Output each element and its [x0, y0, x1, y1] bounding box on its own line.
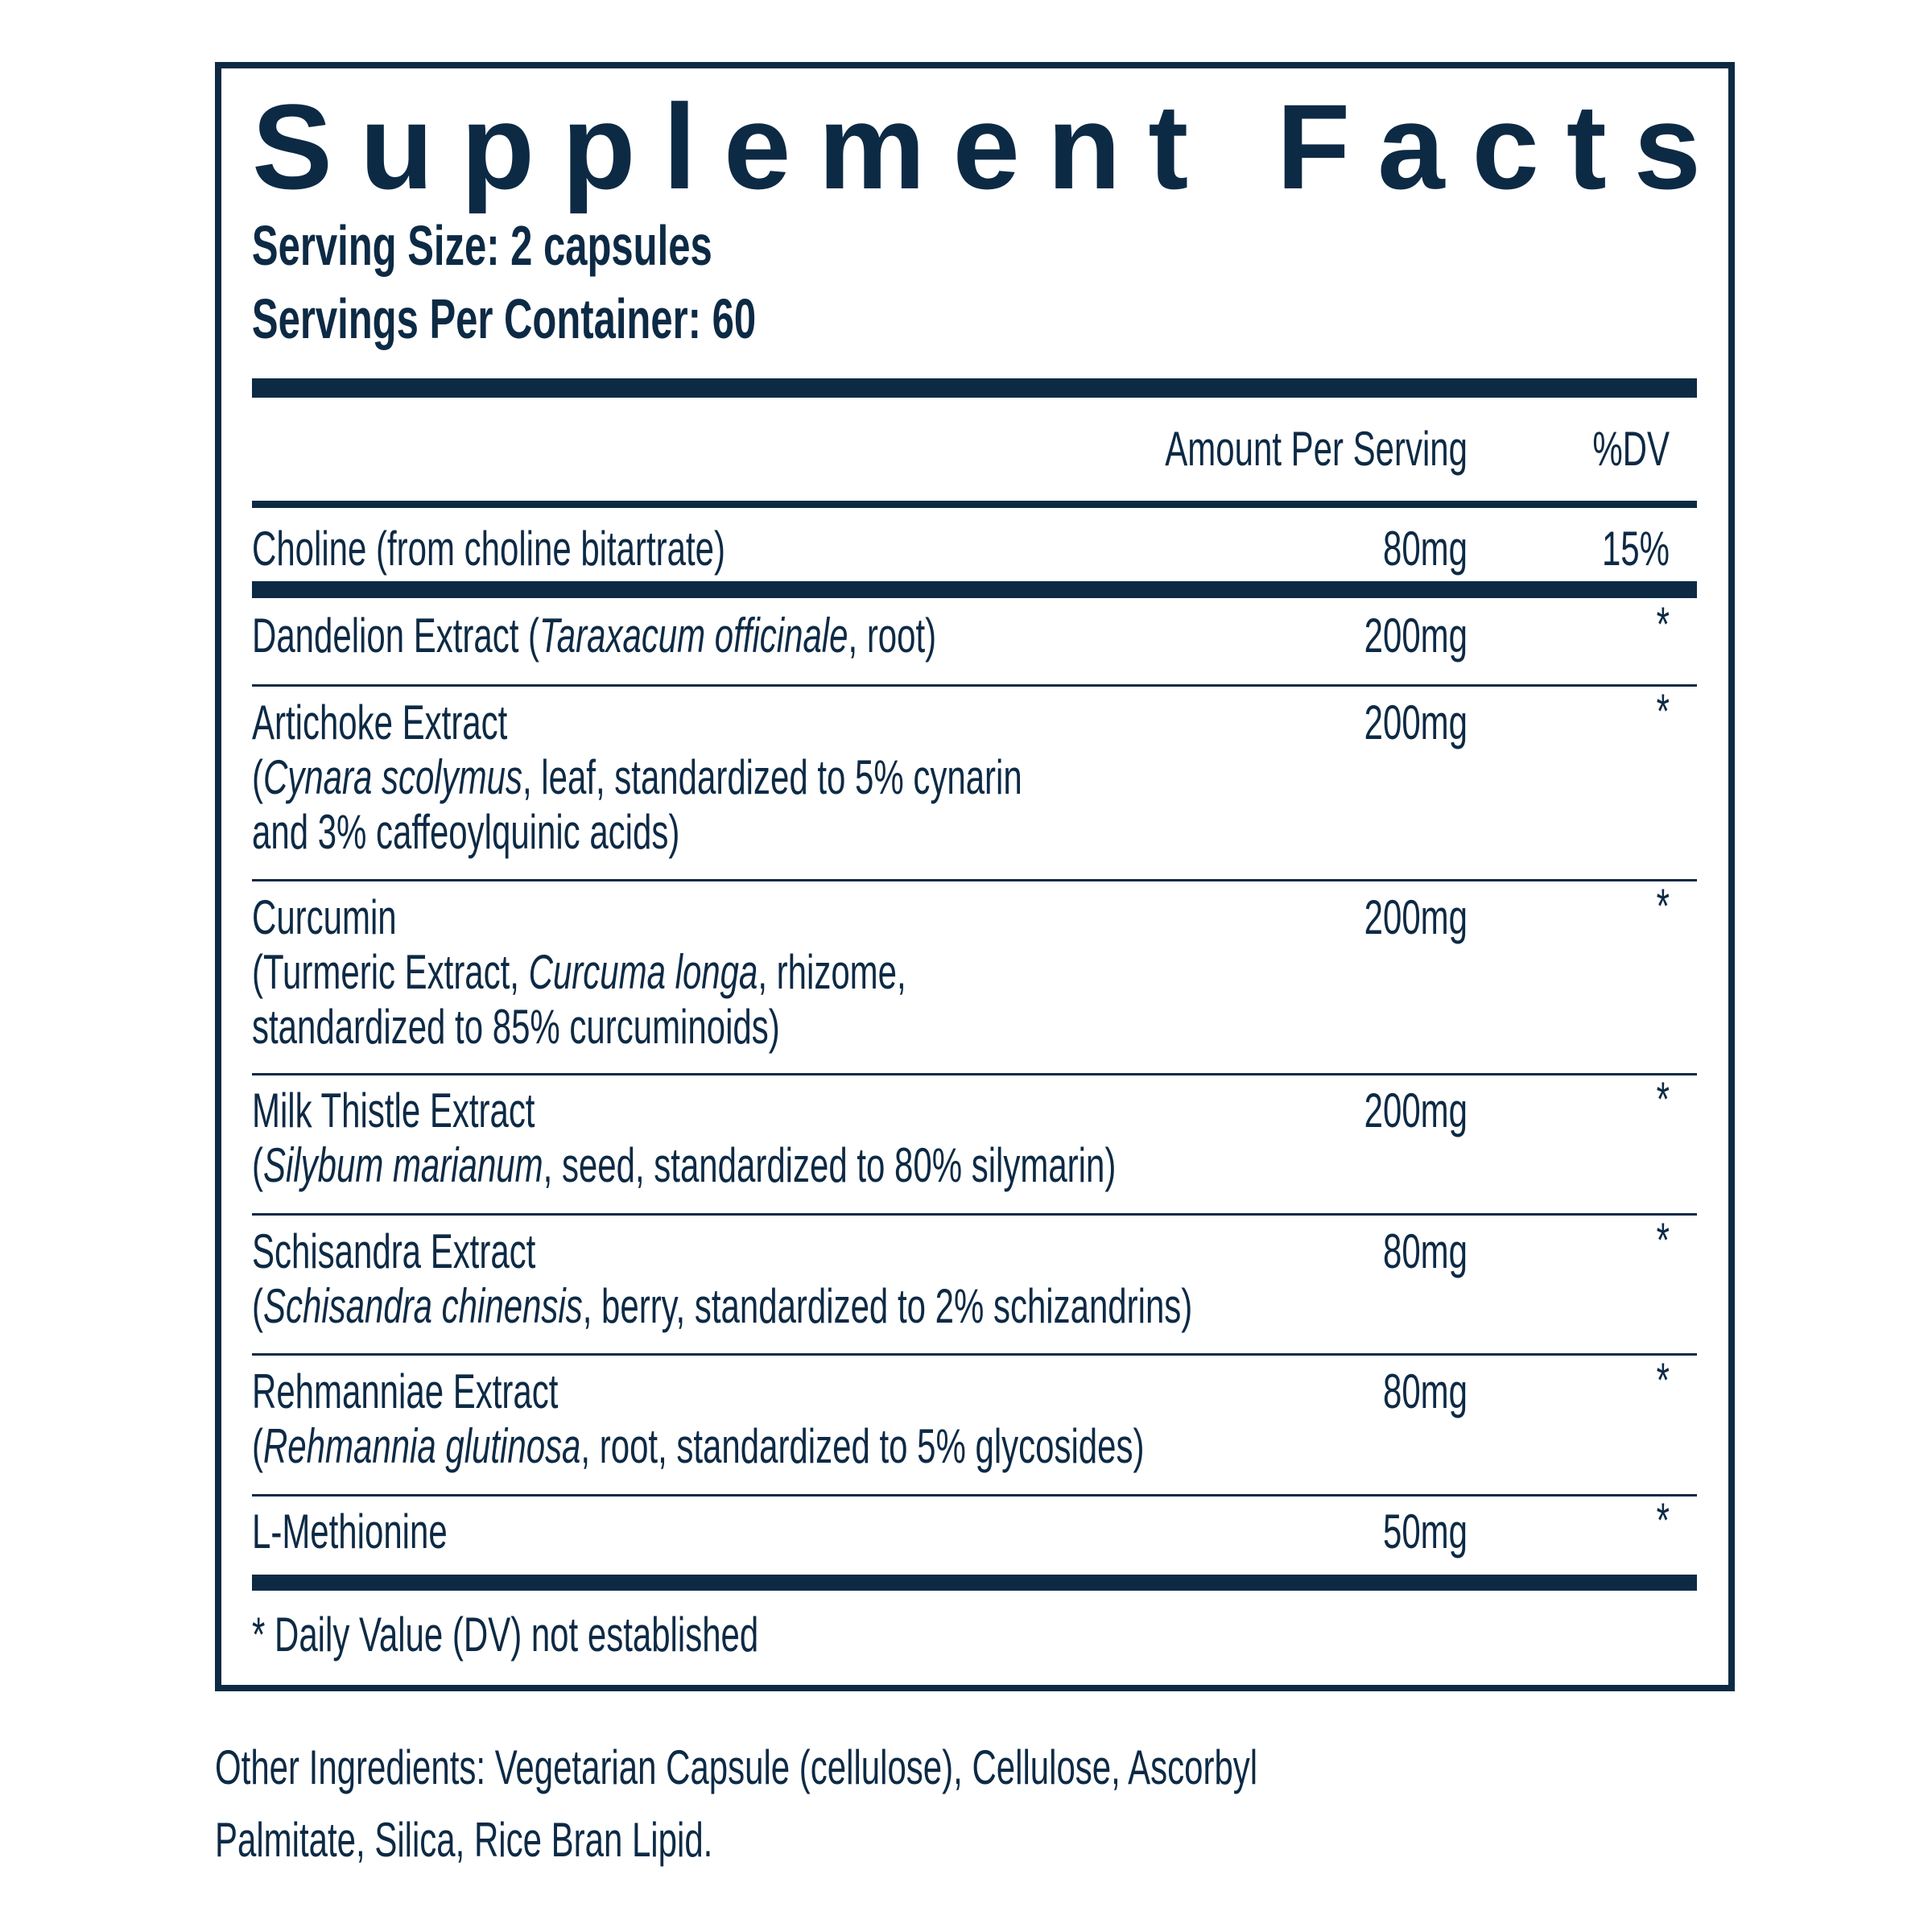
- ingredient-text: , berry, standardized to 2% schizandrins…: [583, 1279, 1193, 1333]
- ingredient-text: Schisandra Extract: [252, 1224, 535, 1278]
- ingredient-text: , root, standardized to 5% glycosides): [580, 1419, 1144, 1473]
- column-header: %DV: [1592, 422, 1670, 476]
- daily-value: *: [1657, 879, 1670, 933]
- ingredient-line: Curcumin: [252, 890, 397, 944]
- ingredient-line: Choline (from choline bitartrate): [252, 522, 725, 576]
- facts-border: [215, 62, 1735, 1691]
- ingredient-line: Schisandra Extract: [252, 1224, 535, 1278]
- ingredient-text: standardized to 85% curcuminoids): [252, 1000, 780, 1054]
- amount: 200mg: [1364, 1084, 1468, 1137]
- ingredient-text: (: [252, 1279, 263, 1333]
- amount: 50mg: [1383, 1505, 1468, 1558]
- thick-rule: [252, 378, 1697, 398]
- amount: 80mg: [1383, 1364, 1468, 1418]
- ingredient-text: (: [252, 1419, 263, 1473]
- ingredient-text: and 3% caffeoylquinic acids): [252, 805, 679, 859]
- serving-size: Serving Size: 2 capsules: [252, 213, 712, 277]
- ingredient-text: Rehmanniae Extract: [252, 1364, 558, 1418]
- amount: 200mg: [1364, 890, 1468, 944]
- other-ingredients: Other Ingredients: Vegetarian Capsule (c…: [215, 1740, 1257, 1794]
- ingredient-text: Dandelion Extract (: [252, 609, 539, 663]
- ingredient-line: (Rehmannia glutinosa, root, standardized…: [252, 1419, 1144, 1473]
- column-header: Amount Per Serving: [1165, 422, 1468, 476]
- ingredient-line: (Cynara scolymus, leaf, standardized to …: [252, 750, 1022, 804]
- amount: 200mg: [1364, 609, 1468, 663]
- ingredient-text: Choline (from choline bitartrate): [252, 522, 725, 576]
- ingredient-text: , rhizome,: [758, 945, 906, 999]
- title: Supplement Facts: [252, 79, 1701, 214]
- ingredient-line: Rehmanniae Extract: [252, 1364, 558, 1418]
- latin-name: Taraxacum officinale: [539, 609, 848, 663]
- ingredient-text: , leaf, standardized to 5% cynarin: [522, 750, 1022, 804]
- amount: 80mg: [1383, 1224, 1468, 1278]
- latin-name: Silybum marianum: [263, 1138, 543, 1192]
- row-rule: [252, 1073, 1697, 1075]
- latin-name: Cynara scolymus: [263, 750, 522, 804]
- row-rule: [252, 1213, 1697, 1216]
- ingredient-text: Milk Thistle Extract: [252, 1084, 535, 1137]
- amount: 200mg: [1364, 696, 1468, 749]
- ingredient-text: (Turmeric Extract,: [252, 945, 529, 999]
- latin-name: Curcuma longa: [529, 945, 758, 999]
- daily-value: *: [1657, 1072, 1670, 1126]
- ingredient-line: (Silybum marianum, seed, standardized to…: [252, 1138, 1116, 1192]
- ingredient-text: (: [252, 750, 263, 804]
- row-rule: [252, 684, 1697, 687]
- ingredient-line: Artichoke Extract: [252, 696, 507, 749]
- ingredient-text: Artichoke Extract: [252, 696, 507, 749]
- servings-per-container: Servings Per Container: 60: [252, 287, 756, 350]
- thick-rule: [252, 581, 1697, 598]
- row-rule: [252, 1494, 1697, 1496]
- daily-value: 15%: [1602, 522, 1670, 576]
- ingredient-line: L-Methionine: [252, 1505, 448, 1558]
- footnote: * Daily Value (DV) not established: [252, 1608, 758, 1662]
- row-rule: [252, 879, 1697, 881]
- other-ingredients: Palmitate, Silica, Rice Bran Lipid.: [215, 1813, 712, 1867]
- daily-value: *: [1657, 1493, 1670, 1547]
- table-text: Amount Per Serving %DV Choline (from choli…: [215, 422, 1670, 1867]
- ingredient-line: standardized to 85% curcuminoids): [252, 1000, 780, 1054]
- ingredient-line: Dandelion Extract (Taraxacum officinale,…: [252, 609, 936, 663]
- ingredient-line: (Schisandra chinensis, berry, standardiz…: [252, 1279, 1192, 1333]
- ingredient-text: L-Methionine: [252, 1505, 448, 1558]
- ingredient-text: , seed, standardized to 80% silymarin): [543, 1138, 1117, 1192]
- daily-value: *: [1657, 597, 1670, 651]
- header-rule: [252, 501, 1697, 508]
- ingredient-line: Milk Thistle Extract: [252, 1084, 535, 1137]
- ingredient-line: and 3% caffeoylquinic acids): [252, 805, 679, 859]
- row-rule: [252, 1353, 1697, 1356]
- condensed-text: Serving Size: 2 capsules Servings Per Co…: [252, 213, 756, 350]
- latin-name: Schisandra chinensis: [263, 1279, 583, 1333]
- ingredient-text: Curcumin: [252, 890, 397, 944]
- amount: 80mg: [1383, 522, 1468, 576]
- ingredient-text: (: [252, 1138, 263, 1192]
- daily-value: *: [1657, 1353, 1670, 1407]
- latin-name: Rehmannia glutinosa: [263, 1419, 580, 1473]
- thick-rule: [252, 1575, 1697, 1591]
- daily-value: *: [1657, 684, 1670, 738]
- ingredient-line: (Turmeric Extract, Curcuma longa, rhizom…: [252, 945, 906, 999]
- ingredient-text: , root): [848, 609, 936, 663]
- daily-value: *: [1657, 1213, 1670, 1267]
